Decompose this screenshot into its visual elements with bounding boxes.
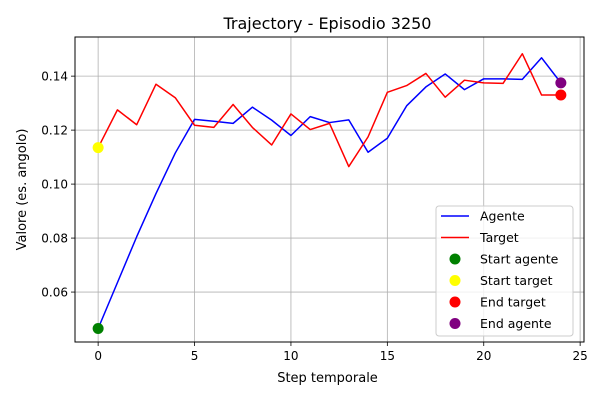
legend-box xyxy=(435,205,574,337)
legend-label: Start agente xyxy=(480,252,559,267)
marker-end-target xyxy=(555,89,567,101)
x-axis-label: Step temporale xyxy=(277,371,378,386)
y-tick-label: 0.10 xyxy=(41,178,68,192)
x-tick-label: 0 xyxy=(94,349,102,363)
series-line-target xyxy=(97,52,561,168)
marker-start-agente xyxy=(92,323,104,335)
x-tick-label: 10 xyxy=(283,349,298,363)
y-tick-label: 0.06 xyxy=(41,286,68,300)
x-tick-label: 5 xyxy=(191,349,199,363)
marker-end-agente xyxy=(555,77,567,89)
x-tick-label: 15 xyxy=(380,349,395,363)
y-tick-label: 0.12 xyxy=(41,124,68,138)
legend: Agente Target Start agente Start target End … xyxy=(435,205,574,337)
legend-label: Agente xyxy=(480,209,525,224)
scatter-markers xyxy=(92,77,567,335)
legend-swatch-marker xyxy=(449,253,461,265)
legend-swatch-marker xyxy=(449,275,461,286)
legend-label: End target xyxy=(480,295,546,310)
legend-swatch-marker xyxy=(449,318,461,329)
axis-ticks: 0 5 10 15 20 25 0.06 0.08 0.10 0.12 0.14 xyxy=(41,70,588,363)
series-line-agente xyxy=(97,57,562,329)
legend-swatch-marker xyxy=(449,296,461,308)
legend-label: Start target xyxy=(480,273,553,288)
y-tick-label: 0.08 xyxy=(41,232,68,246)
legend-label: Target xyxy=(479,230,519,245)
chart-title: Trajectory - Episodio 3250 xyxy=(223,14,432,33)
x-tick-label: 20 xyxy=(476,349,491,363)
grid xyxy=(75,37,584,342)
y-axis-label: Valore (es. angolo) xyxy=(15,129,30,251)
legend-label: End agente xyxy=(480,316,552,331)
y-tick-label: 0.14 xyxy=(41,70,68,84)
series-lines xyxy=(97,52,562,329)
plot-frame xyxy=(74,36,585,343)
marker-start-target xyxy=(92,142,104,154)
x-tick-label: 25 xyxy=(573,349,588,363)
